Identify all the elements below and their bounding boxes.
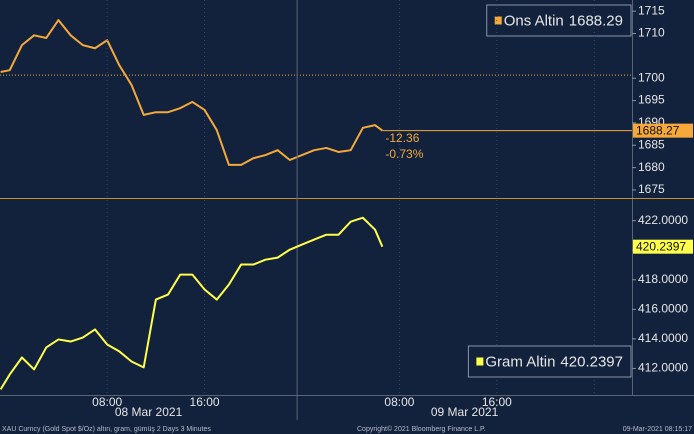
- x-tick-label: 08:00: [92, 395, 122, 409]
- legend-name: Ons Altin: [504, 12, 564, 29]
- last-value-box: [633, 239, 693, 254]
- legend-value: 420.2397: [560, 353, 623, 370]
- legend-box: [467, 345, 632, 378]
- y-tick-label: 1700: [638, 70, 665, 84]
- legend-swatch: [494, 16, 502, 25]
- y-tick-label: 418.0000: [638, 272, 688, 286]
- y-tick-label: 422.0000: [638, 213, 688, 227]
- y-tick-label: 1675: [638, 182, 665, 196]
- price-line: [0, 216, 384, 390]
- legend-box: [486, 4, 632, 37]
- y-tick-label: 1695: [638, 93, 665, 107]
- y-tick-label: 416.0000: [638, 301, 688, 315]
- y-tick-label: 1710: [638, 26, 665, 40]
- last-value-label: 1688.27: [636, 123, 680, 137]
- last-value-label: 420.2397: [636, 239, 686, 253]
- footer-center: Copyright© 2021 Bloomberg Finance L.P.: [357, 425, 486, 433]
- legend-swatch: [476, 357, 484, 366]
- change-annotation: -0.73%: [385, 147, 423, 161]
- y-tick-label: 1680: [638, 160, 665, 174]
- x-tick-label: 16:00: [482, 395, 512, 409]
- legend-name: Gram Altin: [485, 353, 555, 370]
- x-tick-label: 16:00: [190, 395, 220, 409]
- y-tick-label: 1715: [638, 3, 665, 17]
- y-tick-label: 414.0000: [638, 331, 688, 345]
- x-group-label: 09 Mar 2021: [431, 405, 499, 419]
- footer-right: 09-Mar-2021 08:15:17: [623, 426, 692, 433]
- last-value-box: [633, 123, 693, 138]
- change-annotation: -12.36: [385, 131, 419, 145]
- legend-value: 1688.29: [569, 12, 623, 29]
- price-line: [0, 19, 383, 166]
- x-group-label: 08 Mar 2021: [115, 405, 183, 419]
- y-tick-label: 1685: [638, 137, 665, 151]
- footer-left: XAU Curncy (Gold Spot $/Oz) altın, gram,…: [2, 426, 211, 433]
- y-tick-label: 412.0000: [638, 361, 688, 375]
- x-tick-label: 08:00: [384, 395, 414, 409]
